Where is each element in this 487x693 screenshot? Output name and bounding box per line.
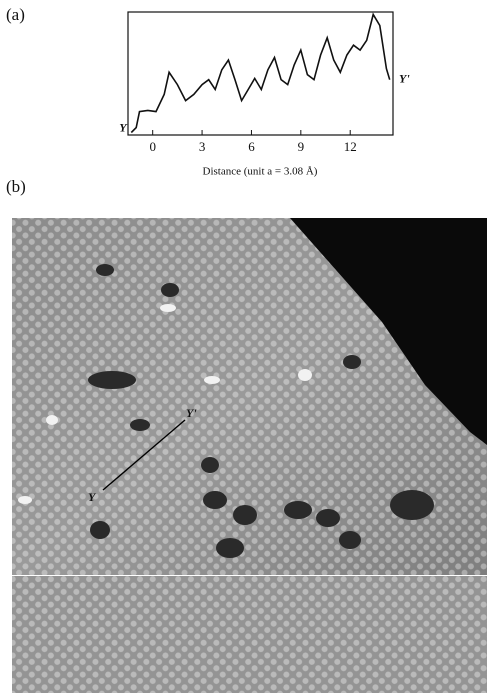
profile-line <box>131 15 389 133</box>
x-tick-label: 9 <box>298 139 305 154</box>
annotation: Y' <box>399 71 410 85</box>
panel-label: (b) <box>6 177 26 196</box>
image-marker: Y' <box>186 406 197 420</box>
x-axis-label: Distance (unit a = 3.08 Å) <box>203 166 318 178</box>
x-tick-label: 3 <box>199 139 206 154</box>
plot-frame <box>128 12 393 135</box>
x-tick-label: 6 <box>248 139 255 154</box>
panel-label: (a) <box>6 5 25 24</box>
annotation: Y <box>119 120 128 134</box>
stm-image <box>12 218 487 693</box>
x-tick-label: 12 <box>344 139 357 154</box>
x-tick-label: 0 <box>149 139 156 154</box>
figure: (a) (b) Y Y' Distance (unit a = 3.08 Å) … <box>0 0 487 693</box>
